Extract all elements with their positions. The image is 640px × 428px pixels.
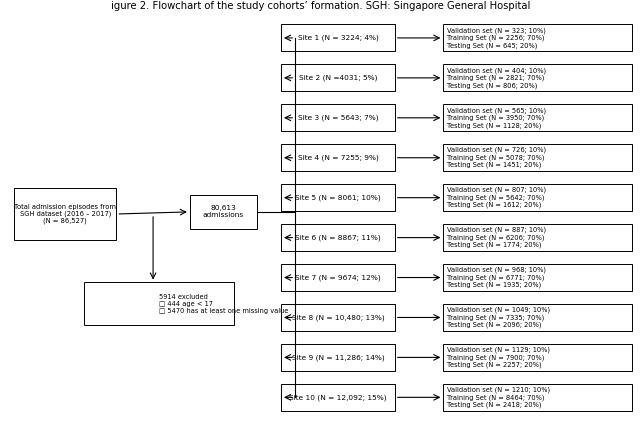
Text: Site 5 (N = 8061; 10%): Site 5 (N = 8061; 10%) [295,194,381,201]
Text: Validation set (N = 807; 10%)
Training Set (N = 5642; 70%)
Testing Set (N = 1612: Validation set (N = 807; 10%) Training S… [447,187,547,208]
Text: Validation set (N = 1049; 10%)
Training Set (N = 7335; 70%)
Testing Set (N = 209: Validation set (N = 1049; 10%) Training … [447,307,550,328]
FancyBboxPatch shape [281,64,395,91]
Text: Site 10 (N = 12,092; 15%): Site 10 (N = 12,092; 15%) [289,394,387,401]
FancyBboxPatch shape [444,384,632,411]
FancyBboxPatch shape [444,24,632,51]
Text: Site 2 (N =4031; 5%): Site 2 (N =4031; 5%) [299,74,377,81]
Text: Site 1 (N = 3224; 4%): Site 1 (N = 3224; 4%) [298,35,378,41]
Text: 5914 excluded
□ 444 age < 17
□ 5470 has at least one missing value: 5914 excluded □ 444 age < 17 □ 5470 has … [159,294,289,314]
FancyBboxPatch shape [281,344,395,371]
Text: Validation set (N = 404; 10%)
Training Set (N = 2821; 70%)
Testing Set (N = 806;: Validation set (N = 404; 10%) Training S… [447,67,547,89]
FancyBboxPatch shape [84,282,234,325]
Text: Site 8 (N = 10,480; 13%): Site 8 (N = 10,480; 13%) [292,314,384,321]
FancyBboxPatch shape [444,344,632,371]
Text: 80,613
admissions: 80,613 admissions [203,205,244,218]
FancyBboxPatch shape [281,104,395,131]
FancyBboxPatch shape [281,184,395,211]
FancyBboxPatch shape [281,224,395,251]
Text: igure 2. Flowchart of the study cohorts’ formation. SGH: Singapore General Hospi: igure 2. Flowchart of the study cohorts’… [111,1,531,11]
FancyBboxPatch shape [190,195,257,229]
FancyBboxPatch shape [444,144,632,171]
FancyBboxPatch shape [281,264,395,291]
Text: Validation set (N = 1129; 10%)
Training Set (N = 7900; 70%)
Testing Set (N = 225: Validation set (N = 1129; 10%) Training … [447,347,550,368]
FancyBboxPatch shape [444,184,632,211]
FancyBboxPatch shape [444,304,632,331]
FancyBboxPatch shape [281,384,395,411]
Text: Validation set (N = 1210; 10%)
Training Set (N = 8464; 70%)
Testing Set (N = 241: Validation set (N = 1210; 10%) Training … [447,386,550,408]
FancyBboxPatch shape [281,144,395,171]
Text: Validation set (N = 887; 10%)
Training Set (N = 6206; 70%)
Testing Set (N = 1774: Validation set (N = 887; 10%) Training S… [447,227,547,248]
FancyBboxPatch shape [281,24,395,51]
FancyBboxPatch shape [444,264,632,291]
Text: Site 3 (N = 5643; 7%): Site 3 (N = 5643; 7%) [298,115,378,121]
Text: Validation set (N = 726; 10%)
Training Set (N = 5078; 70%)
Testing Set (N = 1451: Validation set (N = 726; 10%) Training S… [447,147,547,169]
FancyBboxPatch shape [444,64,632,91]
Text: Validation set (N = 565; 10%)
Training Set (N = 3950; 70%)
Testing Set (N = 1128: Validation set (N = 565; 10%) Training S… [447,107,547,128]
FancyBboxPatch shape [444,104,632,131]
Text: Site 4 (N = 7255; 9%): Site 4 (N = 7255; 9%) [298,155,378,161]
Text: Site 9 (N = 11,286; 14%): Site 9 (N = 11,286; 14%) [292,354,384,361]
Text: Site 6 (N = 8867; 11%): Site 6 (N = 8867; 11%) [295,235,381,241]
Text: Total admission episodes from
SGH dataset (2016 – 2017)
(N = 86,527): Total admission episodes from SGH datase… [14,203,116,225]
FancyBboxPatch shape [444,224,632,251]
Text: Validation set (N = 968; 10%)
Training Set (N = 6771; 70%)
Testing Set (N = 1935: Validation set (N = 968; 10%) Training S… [447,267,546,288]
FancyBboxPatch shape [281,304,395,331]
Text: Site 7 (N = 9674; 12%): Site 7 (N = 9674; 12%) [295,274,381,281]
FancyBboxPatch shape [14,188,116,240]
Text: Validation set (N = 323; 10%)
Training Set (N = 2256; 70%)
Testing Set (N = 645;: Validation set (N = 323; 10%) Training S… [447,27,546,49]
